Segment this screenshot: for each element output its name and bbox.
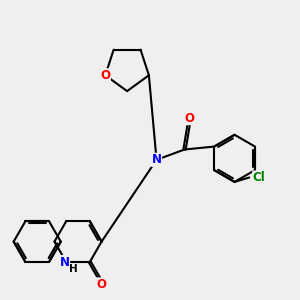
Text: O: O <box>96 278 106 291</box>
Text: O: O <box>100 69 110 82</box>
Text: N: N <box>152 153 161 166</box>
Text: H: H <box>69 263 78 274</box>
Text: Cl: Cl <box>253 171 266 184</box>
Text: O: O <box>184 112 194 124</box>
Text: N: N <box>60 256 70 268</box>
